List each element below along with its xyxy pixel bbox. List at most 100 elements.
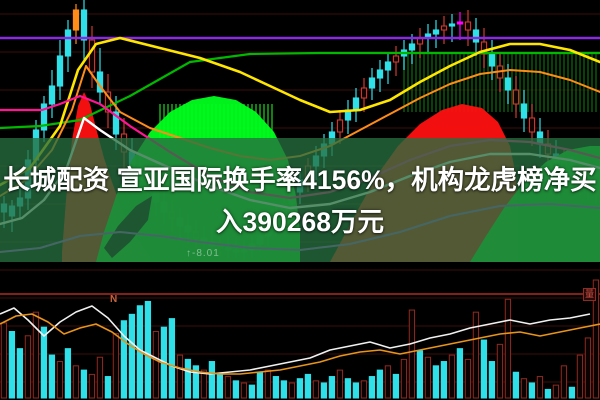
volume-bar — [304, 373, 312, 399]
volume-bar — [176, 354, 184, 399]
volume-bar — [168, 318, 176, 399]
volume-bar — [448, 354, 456, 399]
volume-bar — [272, 376, 280, 399]
candlestick — [64, 20, 72, 72]
volume-bar — [424, 356, 432, 399]
volume-bar — [376, 369, 384, 399]
volume-bar — [24, 335, 32, 399]
volume-bar — [8, 330, 16, 399]
volume-right-tag: 量 — [582, 288, 596, 301]
volume-bar — [576, 354, 584, 399]
volume-bar — [48, 354, 56, 399]
volume-chart-canvas — [0, 269, 600, 399]
volume-bar — [440, 361, 448, 399]
volume-bar — [32, 311, 40, 399]
volume-bar — [312, 380, 320, 399]
volume-bar — [568, 386, 576, 399]
volume-bar — [320, 382, 328, 399]
candlestick — [400, 40, 408, 70]
candlestick — [104, 74, 112, 128]
volume-bar — [104, 376, 112, 399]
volume-bar — [504, 298, 512, 399]
volume-bar — [224, 376, 232, 399]
candlestick — [480, 28, 488, 68]
volume-bar — [192, 365, 200, 399]
price-marker-annotation: ↑-8.01 — [186, 248, 220, 259]
volume-bar — [368, 376, 376, 399]
candlestick — [456, 12, 464, 40]
volume-bar — [536, 376, 544, 399]
volume-bar — [512, 371, 520, 399]
volume-bar — [480, 339, 488, 399]
volume-bar — [560, 365, 568, 399]
hatch-green-right — [403, 52, 597, 112]
volume-bar — [120, 320, 128, 399]
volume-bar — [88, 373, 96, 399]
volume-bar — [552, 384, 560, 399]
volume-bar — [56, 361, 64, 399]
volume-bar — [408, 309, 416, 399]
candlestick — [80, 0, 88, 60]
volume-bar — [0, 322, 8, 399]
candlestick — [520, 90, 528, 132]
volume-bar — [128, 313, 136, 399]
volume-bar — [264, 369, 272, 399]
volume-bar — [360, 380, 368, 399]
candlestick — [464, 10, 472, 46]
volume-bar — [240, 382, 248, 399]
volume-bar — [296, 378, 304, 399]
volume-bar — [432, 365, 440, 399]
volume-bar — [336, 369, 344, 399]
volume-bar — [392, 373, 400, 399]
candlestick — [40, 96, 48, 142]
volume-bar — [200, 369, 208, 399]
vol-ma-white — [0, 305, 591, 375]
volume-bar — [72, 365, 80, 399]
candlestick — [368, 68, 376, 100]
candlestick — [432, 20, 440, 48]
volume-bar — [584, 337, 592, 399]
volume-bar — [112, 333, 120, 399]
volume-bar — [456, 348, 464, 399]
volume-bar — [328, 376, 336, 399]
volume-bar — [232, 380, 240, 399]
volume-bar — [464, 358, 472, 399]
volume-bar — [16, 348, 24, 399]
volume-bar — [208, 361, 216, 399]
volume-bar — [488, 361, 496, 399]
volume-bar — [152, 330, 160, 399]
candlestick — [488, 40, 496, 80]
candlestick — [440, 16, 448, 44]
volume-bar — [40, 326, 48, 399]
ma-yellow — [0, 36, 600, 187]
candlestick — [96, 48, 104, 104]
volume-bar — [472, 311, 480, 399]
volume-bar — [520, 378, 528, 399]
volume-bar — [400, 358, 408, 399]
volume-chart-panel[interactable] — [0, 262, 600, 400]
candlestick — [360, 78, 368, 112]
volume-bar — [144, 300, 152, 399]
candlestick — [512, 76, 520, 118]
volume-bar — [80, 369, 88, 399]
candlestick — [376, 60, 384, 92]
volume-bar — [592, 279, 600, 399]
volume-bar — [416, 350, 424, 399]
headline-banner-overlay — [0, 138, 600, 262]
volume-bar — [344, 378, 352, 399]
volume-bar — [184, 358, 192, 399]
volume-bar — [216, 373, 224, 399]
volume-bar — [280, 380, 288, 399]
candlestick — [48, 70, 56, 118]
volume-bar — [544, 388, 552, 399]
volume-bar — [384, 365, 392, 399]
volume-left-tag: N — [110, 294, 118, 305]
volume-bar — [496, 343, 504, 399]
volume-bar — [288, 382, 296, 399]
volume-bar — [528, 382, 536, 399]
volume-bar — [248, 384, 256, 399]
candlestick — [392, 46, 400, 76]
candlestick — [352, 88, 360, 122]
candlestick — [344, 100, 352, 134]
